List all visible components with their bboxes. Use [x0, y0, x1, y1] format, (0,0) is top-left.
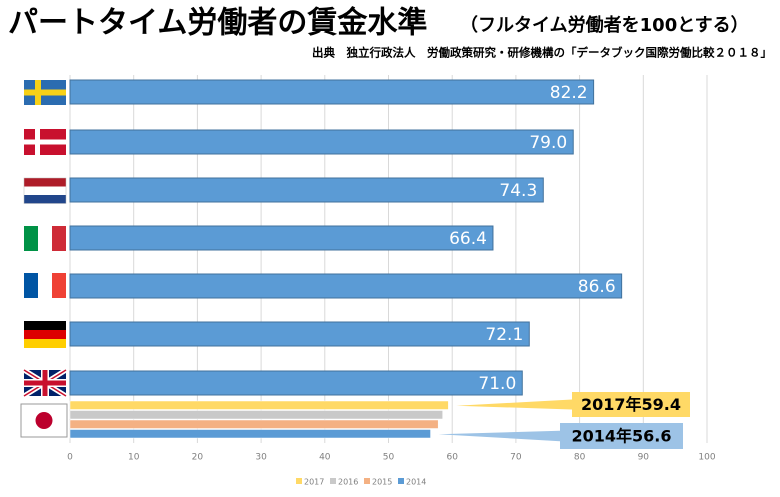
bar	[69, 177, 544, 203]
source-note: 出典 独立行政法人 労働政策研究・研修機構の「データブック国際労働比較２０１８」	[312, 46, 772, 60]
x-tick-label: 20	[192, 453, 204, 463]
callout-pointer	[438, 430, 560, 442]
bar	[69, 225, 494, 251]
x-tick-label: 90	[638, 453, 650, 463]
legend-swatch	[296, 478, 302, 484]
flag-sweden	[24, 80, 66, 105]
x-tick-label: 30	[255, 453, 267, 463]
data-label: 82.2	[550, 83, 588, 103]
x-tick-label: 10	[128, 453, 140, 463]
flag-netherlands	[23, 177, 67, 204]
legend-label: 2014	[406, 478, 426, 487]
bar	[69, 321, 530, 347]
chart-title: パートタイム労働者の賃金水準	[8, 6, 427, 41]
bar	[69, 370, 523, 396]
data-label: 74.3	[499, 181, 537, 201]
bar	[69, 129, 574, 155]
annotation: 2014年56.6	[571, 427, 671, 446]
x-tick-label: 40	[319, 453, 331, 463]
callout-box	[572, 392, 690, 417]
flag-denmark	[24, 129, 66, 155]
legend-swatch	[330, 478, 336, 484]
data-label: 71.0	[478, 374, 516, 394]
flag-germany	[24, 321, 66, 348]
bar	[69, 429, 431, 439]
legend-label: 2016	[338, 478, 358, 487]
x-tick-label: 70	[510, 453, 522, 463]
bar	[69, 400, 449, 410]
bar	[69, 410, 443, 420]
legend-swatch	[364, 478, 370, 484]
x-tick-label: 60	[446, 453, 458, 463]
x-tick-label: 100	[698, 453, 715, 463]
legend-label: 2015	[372, 478, 392, 487]
bar	[69, 419, 439, 429]
flag-italy	[24, 226, 66, 251]
data-label: 86.6	[578, 277, 616, 297]
x-tick-label: 50	[383, 453, 395, 463]
flags	[20, 80, 68, 438]
legend-label: 2017	[304, 478, 324, 487]
bar	[69, 273, 623, 299]
data-label: 79.0	[529, 133, 567, 153]
flag-japan	[20, 403, 68, 438]
callout-pointer	[456, 399, 572, 410]
legend-swatch	[398, 478, 404, 484]
chart-subtitle: （フルタイム労働者を100とする）	[460, 14, 749, 36]
data-label: 72.1	[485, 325, 523, 345]
x-tick-label: 80	[574, 453, 586, 463]
flag-france	[24, 273, 66, 298]
bar	[69, 79, 595, 105]
callout-box	[560, 423, 683, 449]
x-tick-label: 0	[67, 453, 73, 463]
flag-uk	[22, 367, 68, 399]
data-label: 66.4	[449, 229, 487, 249]
annotation: 2017年59.4	[581, 395, 681, 414]
